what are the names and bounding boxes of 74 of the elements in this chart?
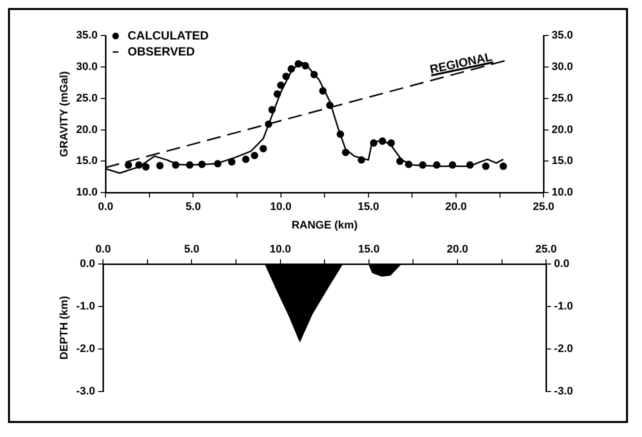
- point: [466, 161, 474, 169]
- point: [336, 130, 344, 138]
- y-tick-label: 10.0: [76, 186, 98, 199]
- point: [277, 82, 284, 89]
- point: [228, 158, 236, 166]
- point: [288, 65, 296, 73]
- legend-label: CALCULATED: [128, 28, 210, 42]
- x-tick-label: 15.0: [358, 201, 380, 214]
- point: [186, 161, 194, 169]
- y-tick-label: 20.0: [76, 124, 98, 136]
- point: [326, 102, 334, 110]
- x-tick-label: 25.0: [535, 244, 557, 256]
- point: [342, 148, 350, 156]
- y2-tick-label: 25.0: [552, 92, 574, 104]
- point: [370, 139, 378, 147]
- point: [419, 161, 426, 169]
- point: [250, 152, 258, 160]
- point: [260, 144, 267, 152]
- point: [264, 120, 272, 128]
- point: [156, 162, 164, 170]
- point: [142, 163, 150, 171]
- y-tick-label: 0.0: [80, 258, 96, 270]
- x-tick-label: 5.0: [186, 201, 201, 214]
- point: [214, 160, 222, 168]
- y2-tick-label: 0.0: [554, 258, 570, 270]
- x-tick-label: 20.0: [445, 201, 467, 214]
- y2-tick-label: 10.0: [552, 186, 574, 199]
- y-tick-label: 25.0: [76, 92, 98, 104]
- point: [319, 87, 327, 95]
- y-tick-label: 35.0: [76, 30, 98, 42]
- y-tick-label: 15.0: [76, 155, 98, 168]
- point: [302, 62, 310, 70]
- x-tick-label: 5.0: [184, 244, 200, 256]
- y2-tick-label: 20.0: [552, 124, 574, 136]
- y2-tick-label: -2.0: [554, 343, 574, 356]
- point: [274, 90, 281, 98]
- point: [310, 70, 318, 78]
- point: [404, 160, 412, 168]
- x-tick-label: 10.0: [270, 244, 292, 256]
- y-axis-title: DEPTH (km): [58, 296, 71, 360]
- point: [198, 160, 206, 168]
- point: [135, 161, 143, 169]
- point: [387, 139, 395, 147]
- y-tick-label: -3.0: [76, 385, 96, 398]
- point: [378, 137, 386, 145]
- point: [282, 72, 290, 80]
- y2-tick-label: 35.0: [552, 30, 574, 42]
- point: [242, 156, 250, 164]
- x-tick-label: 0.0: [98, 201, 114, 214]
- x-tick-label: 10.0: [270, 201, 292, 214]
- point: [433, 161, 440, 169]
- point: [172, 161, 180, 169]
- point: [268, 106, 276, 114]
- y-tick-label: -1.0: [76, 300, 96, 313]
- x-tick-label: 25.0: [532, 201, 554, 214]
- x-tick-label: 0.0: [96, 244, 111, 256]
- point: [448, 161, 456, 169]
- y-tick-label: 30.0: [76, 61, 98, 74]
- point: [482, 162, 490, 170]
- point: [358, 156, 366, 164]
- x-tick-label: 20.0: [446, 244, 468, 256]
- x-axis-title: RANGE (km): [292, 219, 358, 232]
- y-axis-title: GRAVITY (mGal): [58, 70, 71, 157]
- point: [500, 162, 507, 170]
- y2-tick-label: 30.0: [552, 61, 574, 74]
- point: [294, 60, 302, 68]
- y-tick-label: -2.0: [76, 343, 96, 356]
- y2-tick-label: -1.0: [554, 300, 574, 313]
- legend-label: OBSERVED: [128, 44, 196, 58]
- y2-tick-label: -3.0: [554, 385, 574, 398]
- point: [396, 158, 404, 165]
- point: [124, 161, 132, 169]
- x-tick-label: 15.0: [358, 244, 380, 256]
- y2-tick-label: 15.0: [552, 155, 574, 168]
